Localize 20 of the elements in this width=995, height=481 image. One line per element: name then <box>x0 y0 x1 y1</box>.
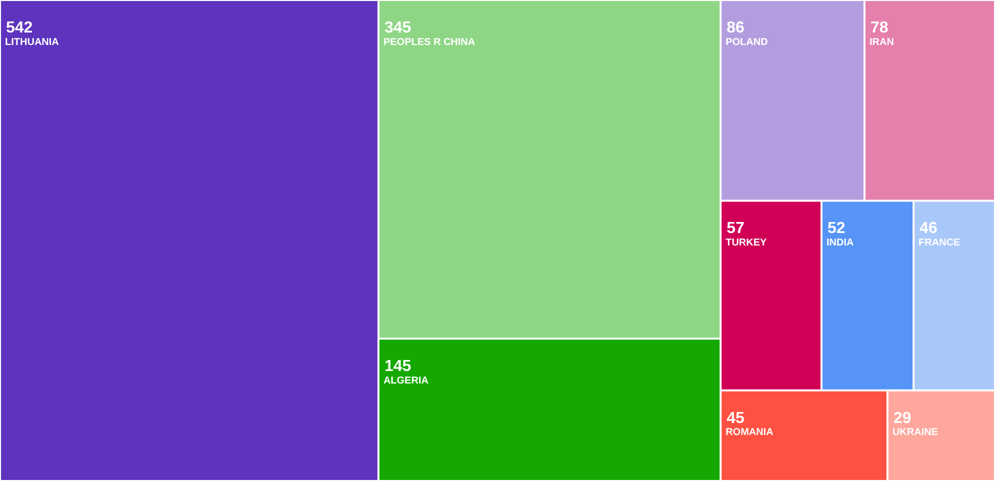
category-label: PEOPLES R CHINA <box>383 36 476 48</box>
category-label: LITHUANIA <box>5 36 59 48</box>
category-label: INDIA <box>826 237 854 248</box>
category-label: TURKEY <box>726 237 768 248</box>
data-label: 45 <box>726 410 744 427</box>
data-label: 345 <box>384 19 412 36</box>
data-label: 145 <box>384 358 412 376</box>
data-label: 78 <box>870 19 888 36</box>
category-label: ALGERIA <box>383 375 428 386</box>
category-label: ROMANIA <box>726 427 774 438</box>
category-label: FRANCE <box>918 237 961 248</box>
data-label: 29 <box>893 410 912 427</box>
category-label: POLAND <box>726 36 768 48</box>
data-label: 52 <box>828 220 846 238</box>
data-label: 542 <box>6 19 33 36</box>
data-label: 46 <box>920 220 938 238</box>
data-label: 86 <box>726 19 744 36</box>
category-label: IRAN <box>869 36 894 48</box>
category-label: UKRAINE <box>892 427 938 438</box>
data-label: 57 <box>726 220 744 238</box>
